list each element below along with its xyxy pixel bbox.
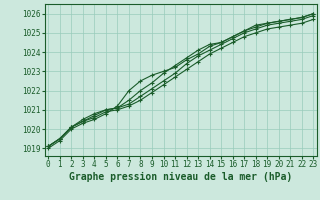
X-axis label: Graphe pression niveau de la mer (hPa): Graphe pression niveau de la mer (hPa) <box>69 172 292 182</box>
